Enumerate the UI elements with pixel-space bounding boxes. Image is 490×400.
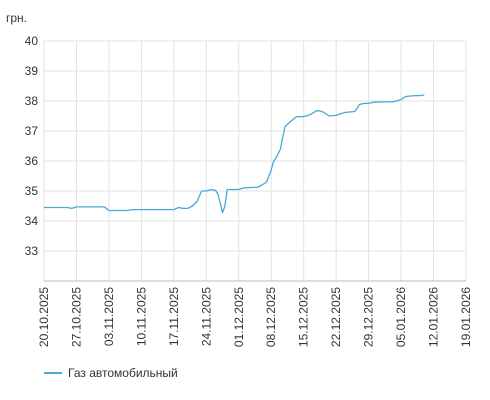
legend-label-gas: Газ автомобильный — [68, 366, 178, 380]
y-tick-label: 35 — [25, 184, 39, 198]
x-tick-label: 01.12.2025 — [232, 287, 246, 347]
y-tick-label: 34 — [25, 214, 39, 228]
x-tick-label: 17.11.2025 — [167, 287, 181, 346]
y-tick-label: 33 — [25, 244, 39, 258]
x-tick-label: 08.12.2025 — [264, 287, 278, 347]
x-tick-label: 24.11.2025 — [199, 287, 213, 346]
x-tick-label: 05.01.2026 — [394, 287, 408, 347]
x-tick-label: 03.11.2025 — [102, 287, 116, 346]
y-tick-label: 40 — [25, 34, 39, 48]
y-tick-label: 37 — [25, 124, 39, 138]
x-tick-label: 29.12.2025 — [362, 287, 376, 347]
y-tick-label: 38 — [25, 94, 39, 108]
x-tick-label: 27.10.2025 — [69, 287, 83, 347]
legend: Газ автомобильный — [44, 366, 178, 380]
x-axis-ticks: 20.10.2025 27.10.2025 03.11.2025 10.11.2025… — [37, 287, 473, 347]
y-axis-ticks: 33 34 35 36 37 38 39 40 — [25, 34, 39, 258]
x-tick-label: 19.01.2026 — [459, 287, 473, 347]
legend-swatch — [44, 372, 62, 374]
x-tick-label: 22.12.2025 — [329, 287, 343, 347]
x-tick-label: 10.11.2025 — [134, 287, 148, 346]
y-tick-label: 39 — [25, 64, 39, 78]
series-line-gas — [44, 94, 425, 214]
y-axis-unit-label: грн. — [6, 11, 27, 25]
x-tick-label: 12.01.2026 — [427, 287, 441, 347]
grid-lines — [43, 40, 467, 282]
x-tick-label: 20.10.2025 — [37, 287, 51, 347]
y-tick-label: 36 — [25, 154, 39, 168]
x-tick-label: 15.12.2025 — [297, 287, 311, 347]
